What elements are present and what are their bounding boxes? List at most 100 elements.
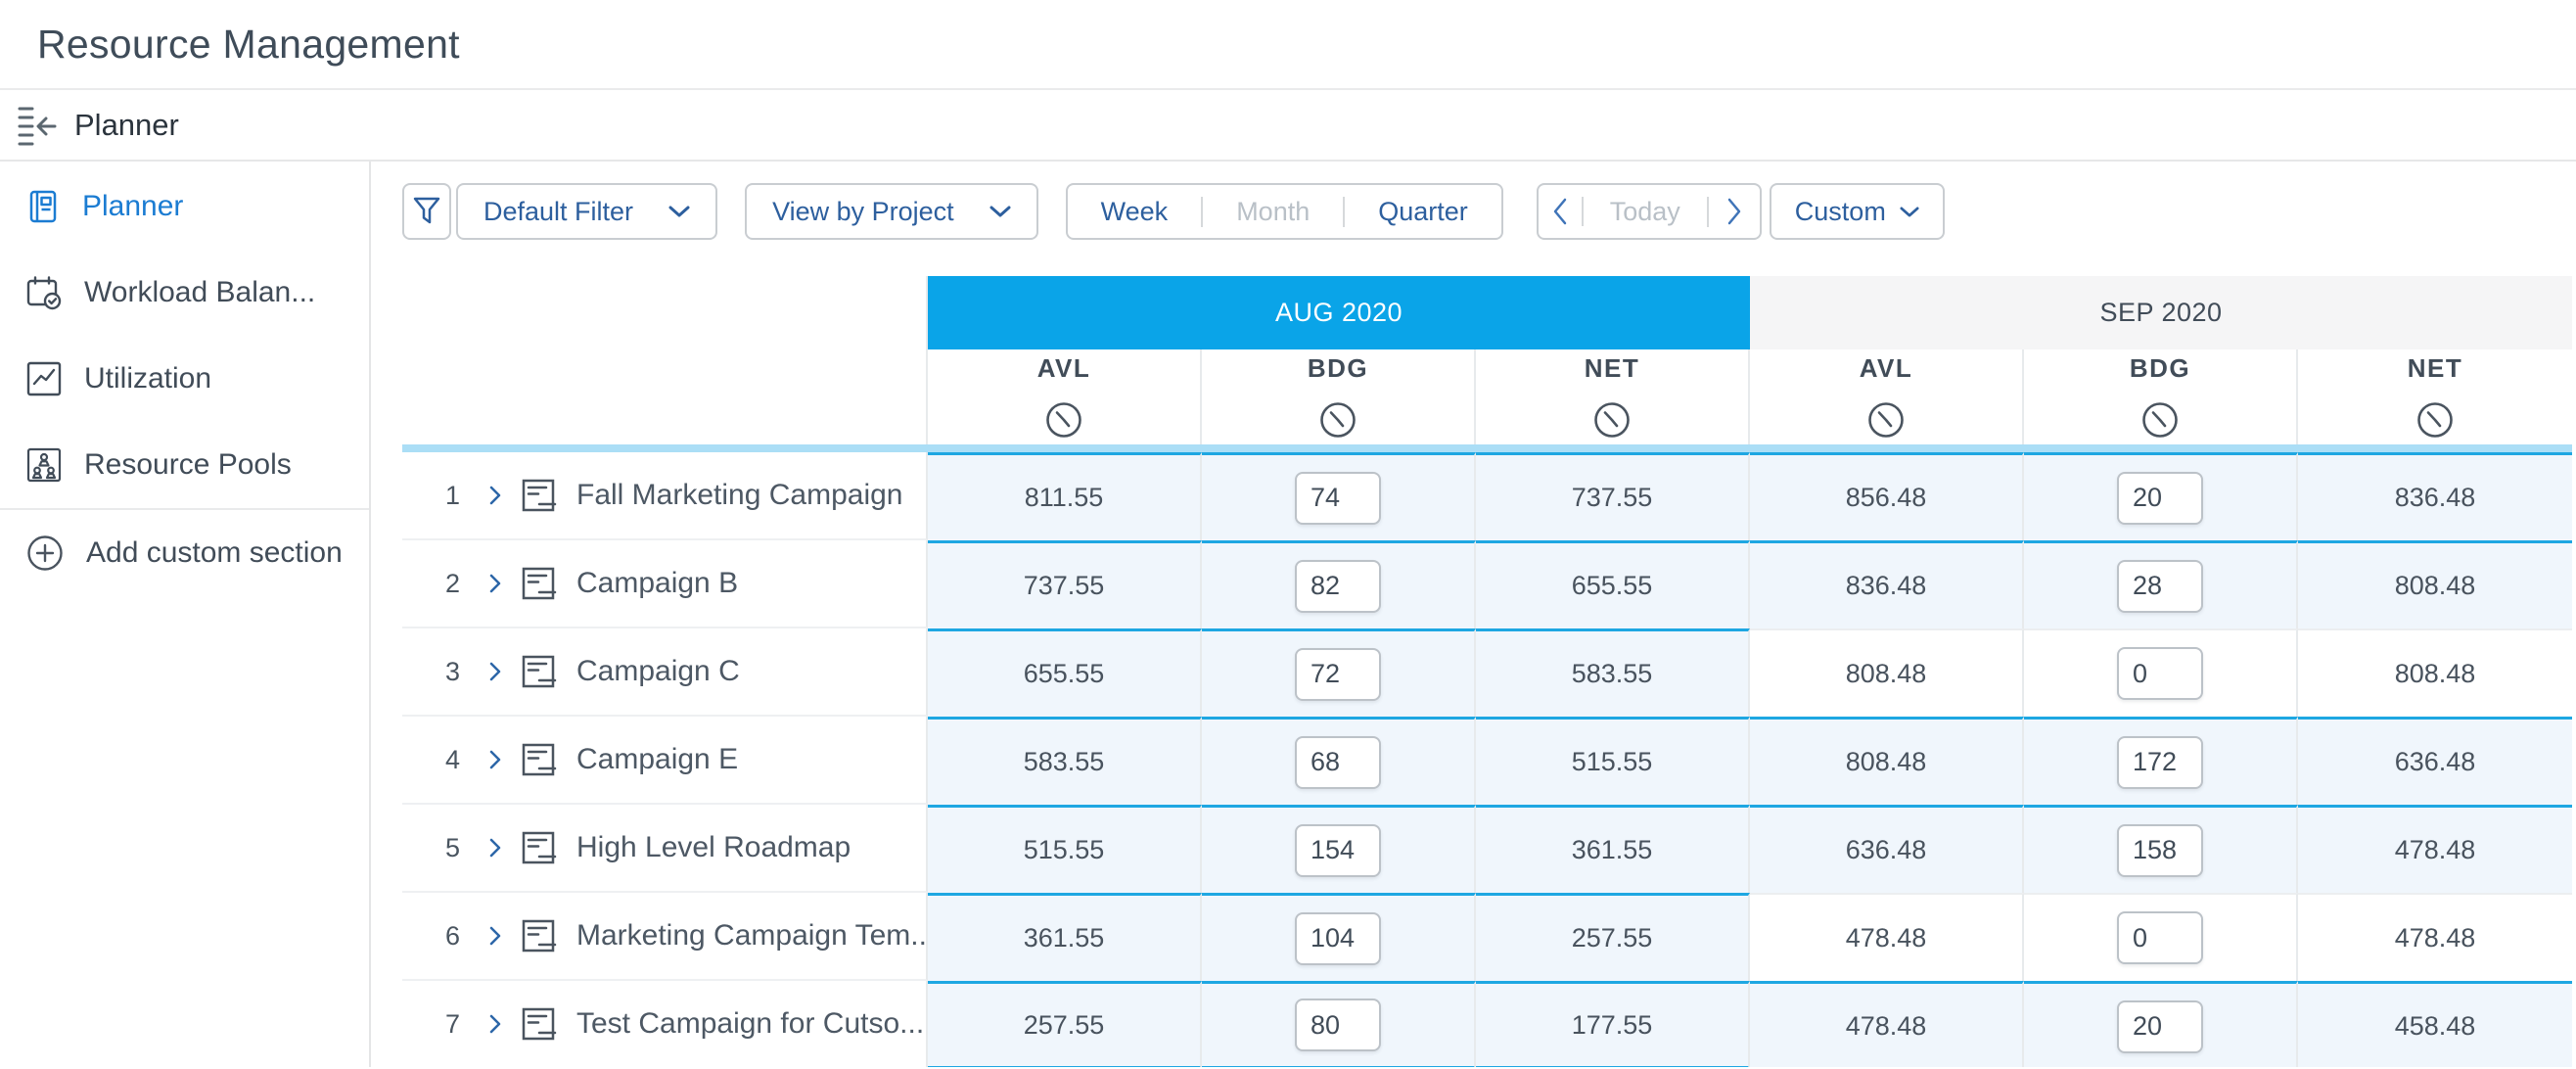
date-nav-control: Today [1536, 183, 1762, 240]
collapse-panel-icon[interactable] [12, 102, 59, 149]
cell-aug-net: 361.55 [1476, 805, 1750, 893]
add-custom-section-button[interactable]: Add custom section [0, 510, 369, 596]
next-period-button[interactable] [1709, 197, 1760, 226]
project-icon [520, 1004, 559, 1044]
project-name: Campaign E [576, 743, 739, 775]
bdg-input[interactable] [1295, 559, 1381, 613]
zoom-week-button[interactable]: Week [1068, 196, 1204, 227]
chevron-down-icon [989, 206, 1011, 217]
clock-icon [1046, 402, 1081, 438]
module-title: Planner [74, 107, 179, 142]
zoom-month-button[interactable]: Month [1203, 196, 1346, 227]
expand-chevron-icon[interactable] [488, 749, 502, 770]
project-icon [520, 476, 559, 515]
sidebar-item-planner[interactable]: Planner [0, 163, 369, 250]
project-row[interactable]: 6 Marketing Campaign Tem... [402, 893, 928, 981]
cell-sep-avl: 836.48 [1750, 540, 2024, 628]
project-row[interactable]: 3 Campaign C [402, 628, 928, 717]
cell-sep-net: 808.48 [2298, 628, 2572, 717]
bdg-input[interactable] [1295, 823, 1381, 877]
project-row[interactable]: 7 Test Campaign for Cutso... [402, 981, 928, 1067]
main-area: Default Filter View by Project Week Mont… [371, 162, 2576, 1067]
sidebar-item-utilization[interactable]: Utilization [0, 336, 369, 422]
clock-icon [2417, 402, 2453, 438]
cell-sep-avl: 856.48 [1750, 452, 2024, 540]
cell-sep-bdg [2024, 628, 2298, 717]
sidebar-item-resource-pools[interactable]: Resource Pools [0, 422, 369, 508]
sidebar-item-workload-balancing[interactable]: Workload Balan... [0, 250, 369, 336]
project-row[interactable]: 2 Campaign B [402, 540, 928, 628]
chevron-right-icon [1727, 198, 1741, 225]
bdg-input[interactable] [2117, 647, 2203, 700]
subheader-sep-bdg: BDG [2024, 349, 2298, 444]
cell-aug-avl: 257.55 [928, 981, 1202, 1067]
bdg-input[interactable] [1295, 911, 1381, 965]
clock-icon [1320, 402, 1356, 438]
expand-chevron-icon[interactable] [488, 1013, 502, 1035]
expand-chevron-icon[interactable] [488, 573, 502, 594]
cell-sep-net: 836.48 [2298, 452, 2572, 540]
cell-sep-net: 478.48 [2298, 893, 2572, 981]
project-name: Test Campaign for Cutso... [576, 1007, 925, 1040]
expand-chevron-icon[interactable] [488, 837, 502, 859]
cell-sep-bdg [2024, 540, 2298, 628]
bdg-input[interactable] [1295, 735, 1381, 789]
row-number: 2 [445, 568, 461, 598]
table-corner-cell [402, 276, 928, 444]
cell-aug-avl: 811.55 [928, 452, 1202, 540]
resource-pools-icon [26, 447, 62, 483]
bdg-input[interactable] [2117, 471, 2203, 525]
cell-aug-net: 583.55 [1476, 628, 1750, 717]
cell-aug-net: 737.55 [1476, 452, 1750, 540]
filter-dropdown[interactable]: Default Filter [456, 183, 718, 240]
cell-sep-bdg [2024, 893, 2298, 981]
row-number: 6 [445, 920, 461, 951]
project-icon [520, 652, 559, 691]
page-title: Resource Management [37, 21, 460, 67]
project-row[interactable]: 4 Campaign E [402, 717, 928, 805]
zoom-quarter-button[interactable]: Quarter [1378, 196, 1468, 226]
today-button[interactable]: Today [1584, 196, 1709, 227]
project-name: High Level Roadmap [576, 831, 851, 863]
subheader-aug-avl: AVL [928, 349, 1202, 444]
subheader-sep-avl: AVL [1750, 349, 2024, 444]
page-header: Resource Management [0, 0, 2576, 90]
sidebar-item-label: Resource Pools [84, 448, 292, 481]
cell-aug-avl: 737.55 [928, 540, 1202, 628]
cell-aug-net: 177.55 [1476, 981, 1750, 1067]
clock-icon [1594, 402, 1630, 438]
zoom-segmented-control: Week Month Quarter [1065, 183, 1503, 240]
chevron-left-icon [1553, 198, 1567, 225]
expand-chevron-icon[interactable] [488, 485, 502, 506]
cell-aug-avl: 583.55 [928, 717, 1202, 805]
subheader-aug-net: NET [1476, 349, 1750, 444]
cell-sep-bdg [2024, 981, 2298, 1067]
prev-period-button[interactable] [1539, 197, 1584, 226]
clock-icon [1868, 402, 1904, 438]
row-number: 3 [445, 656, 461, 686]
expand-chevron-icon[interactable] [488, 925, 502, 947]
subheader-sep-net: NET [2298, 349, 2572, 444]
view-by-dropdown[interactable]: View by Project [745, 183, 1038, 240]
month-header-sep: SEP 2020 [1750, 276, 2572, 349]
bdg-input[interactable] [1295, 647, 1381, 701]
bdg-input[interactable] [2117, 823, 2203, 877]
sidebar: Planner Workload Balan... Utilization Re… [0, 162, 371, 1067]
bdg-input[interactable] [2117, 559, 2203, 613]
project-icon [520, 564, 559, 603]
clock-icon [2142, 402, 2178, 438]
filter-button[interactable] [402, 183, 451, 240]
project-name: Marketing Campaign Tem... [576, 919, 926, 952]
project-row[interactable]: 5 High Level Roadmap [402, 805, 928, 893]
plus-circle-icon [27, 535, 63, 571]
expand-chevron-icon[interactable] [488, 661, 502, 682]
bdg-input[interactable] [2117, 735, 2203, 789]
sidebar-item-label: Planner [82, 190, 184, 222]
bdg-input[interactable] [1295, 999, 1381, 1051]
project-row[interactable]: 1 Fall Marketing Campaign [402, 452, 928, 540]
custom-dropdown[interactable]: Custom [1769, 183, 1945, 240]
bdg-input[interactable] [2117, 911, 2203, 964]
sidebar-divider [0, 508, 369, 510]
bdg-input[interactable] [2117, 999, 2203, 1053]
bdg-input[interactable] [1295, 471, 1381, 525]
